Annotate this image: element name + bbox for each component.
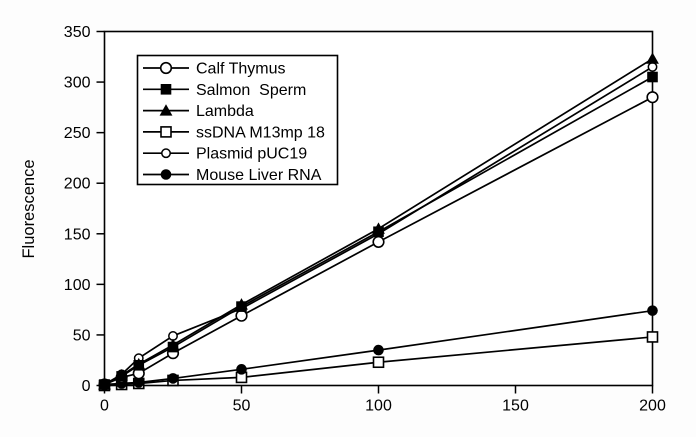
legend-marker: [159, 61, 173, 75]
legend-box: [136, 54, 339, 186]
data-point: [235, 298, 248, 310]
legend-item: Mouse Liver RNA: [143, 167, 322, 184]
legend-label: Plasmid pUC19: [196, 146, 307, 163]
data-point: [647, 305, 658, 316]
legend-label: Calf Thymus: [196, 61, 286, 78]
x-tick-label: 100: [365, 398, 392, 415]
data-point: [647, 71, 658, 83]
y-tick-label: 150: [64, 226, 91, 243]
legend: Calf Thymus Salmon Sperm Lambda ssDNA M13mp…: [136, 54, 339, 186]
y-tick-label: 50: [73, 327, 91, 344]
legend-label: Lambda: [196, 103, 254, 120]
y-tick-label: 250: [64, 125, 91, 142]
y-tick-label: 300: [64, 75, 91, 92]
legend-item: Plasmid pUC19: [143, 146, 307, 163]
data-point: [132, 357, 146, 370]
data-point: [647, 61, 658, 72]
legend-marker: [159, 104, 173, 116]
data-point: [133, 377, 145, 388]
x-tick-label: 200: [639, 398, 666, 415]
data-point: [115, 368, 129, 381]
legend-label: ssDNA M13mp 18: [196, 124, 325, 141]
legend-marker: [160, 169, 172, 180]
legend-marker: [160, 126, 172, 138]
legend-marker: [160, 84, 172, 95]
data-point: [373, 344, 384, 356]
legend-item: Salmon Sperm: [143, 82, 306, 99]
x-tick-label: 150: [502, 398, 529, 415]
x-tick-label: 0: [100, 398, 109, 415]
data-point: [372, 356, 385, 369]
y-tick-label: 200: [64, 176, 91, 193]
data-point: [167, 373, 179, 384]
data-point: [166, 338, 180, 351]
data-point: [236, 364, 247, 375]
data-point: [646, 52, 659, 64]
legend-item: Calf Thymus: [143, 61, 286, 78]
legend-label: Salmon Sperm: [196, 82, 306, 99]
legend-item: ssDNA M13mp 18: [143, 124, 325, 141]
y-tick-label: 100: [64, 277, 91, 294]
legend-label: Mouse Liver RNA: [196, 167, 322, 184]
data-point: [372, 235, 385, 248]
x-tick-label: 50: [233, 398, 251, 415]
data-point: [372, 222, 385, 234]
data-point: [646, 331, 659, 343]
y-axis-title: Fluorescence: [20, 159, 38, 258]
data-point: [235, 309, 248, 322]
data-point: [98, 378, 111, 390]
y-tick-label: 0: [82, 378, 91, 395]
legend-marker: [161, 148, 171, 159]
series-lambda: [98, 52, 659, 390]
data-point: [646, 91, 659, 104]
y-tick-label: 350: [64, 24, 91, 41]
legend-item: Lambda: [143, 103, 254, 120]
